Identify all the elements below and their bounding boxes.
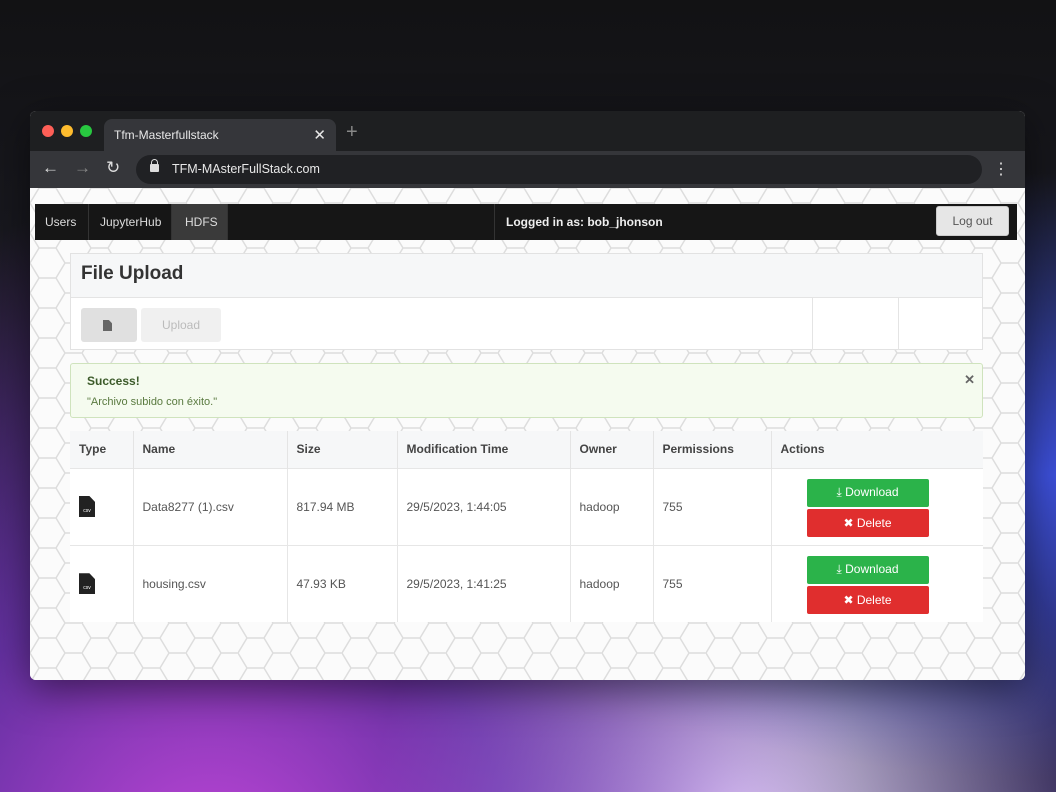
nav-jupyterhub[interactable]: JupyterHub bbox=[89, 204, 172, 240]
nav-users[interactable]: Users bbox=[35, 204, 89, 240]
download-button[interactable]: ⤓ Download bbox=[806, 478, 929, 507]
alert-message: "Archivo subido con éxito." bbox=[87, 396, 218, 408]
col-size: Size bbox=[287, 431, 398, 468]
permissions-cell: 755 bbox=[653, 467, 772, 545]
type-cell: csv bbox=[70, 544, 134, 622]
col-type: Type bbox=[70, 431, 134, 468]
new-tab-icon[interactable]: + bbox=[346, 121, 358, 143]
url-input[interactable]: TFM-MAsterFullStack.com bbox=[136, 155, 982, 184]
col-permissions: Permissions bbox=[653, 431, 772, 468]
mtime-cell: 29/5/2023, 1:44:05 bbox=[397, 467, 571, 545]
delete-icon: ✖ bbox=[843, 515, 857, 530]
size-cell: 47.93 KB bbox=[287, 544, 398, 622]
file-icon bbox=[103, 320, 112, 331]
files-table: Type Name Size Modification Time Owner P… bbox=[70, 431, 983, 622]
actions-cell: ⤓ Download ✖ Delete bbox=[771, 467, 983, 545]
url-text: TFM-MAsterFullStack.com bbox=[172, 162, 320, 176]
col-name: Name bbox=[133, 431, 288, 468]
maximize-window-icon[interactable] bbox=[80, 125, 92, 137]
owner-cell: hadoop bbox=[570, 544, 654, 622]
file-upload-card: File Upload Upload bbox=[70, 253, 983, 350]
navbar: Users JupyterHub HDFS Logged in as: bob_… bbox=[35, 204, 1017, 240]
tab-bar: Tfm-Masterfullstack ✕ + bbox=[30, 111, 1025, 151]
name-cell: Data8277 (1).csv bbox=[133, 467, 288, 545]
delete-button[interactable]: ✖ Delete bbox=[806, 585, 929, 614]
page-title: File Upload bbox=[71, 254, 982, 298]
lock-icon bbox=[150, 159, 159, 172]
table-header: Type Name Size Modification Time Owner P… bbox=[70, 431, 983, 468]
delete-button[interactable]: ✖ Delete bbox=[806, 508, 929, 537]
divider bbox=[812, 298, 813, 350]
delete-label: Delete bbox=[856, 515, 892, 530]
logout-button[interactable]: Log out bbox=[936, 206, 1009, 236]
alert-title: Success! bbox=[87, 374, 140, 388]
close-alert-icon[interactable]: ✕ bbox=[964, 372, 975, 387]
address-bar: ← → ↻ TFM-MAsterFullStack.com ⋮ bbox=[30, 151, 1025, 188]
download-label: Download bbox=[845, 562, 899, 577]
download-button[interactable]: ⤓ Download bbox=[806, 555, 929, 584]
logged-in-label: Logged in as: bob_jhonson bbox=[494, 204, 663, 240]
col-mtime: Modification Time bbox=[397, 431, 571, 468]
mtime-cell: 29/5/2023, 1:41:25 bbox=[397, 544, 571, 622]
owner-cell: hadoop bbox=[570, 467, 654, 545]
back-icon[interactable]: ← bbox=[42, 158, 59, 177]
choose-file-button[interactable] bbox=[81, 308, 137, 342]
name-cell: housing.csv bbox=[133, 544, 288, 622]
csv-file-icon: csv bbox=[79, 573, 95, 595]
upload-button[interactable]: Upload bbox=[141, 308, 221, 342]
download-label: Download bbox=[845, 485, 899, 499]
size-cell: 817.94 MB bbox=[287, 467, 398, 545]
permissions-cell: 755 bbox=[653, 544, 772, 622]
close-window-icon[interactable] bbox=[42, 125, 54, 137]
tab-title: Tfm-Masterfullstack bbox=[114, 128, 219, 142]
menu-icon[interactable]: ⋮ bbox=[993, 161, 1009, 178]
close-tab-icon[interactable]: ✕ bbox=[313, 127, 326, 144]
success-alert: Success! "Archivo subido con éxito." ✕ bbox=[70, 363, 983, 418]
page: Users JupyterHub HDFS Logged in as: bob_… bbox=[30, 188, 1025, 680]
col-actions: Actions bbox=[771, 431, 983, 468]
browser-tab[interactable]: Tfm-Masterfullstack ✕ bbox=[104, 119, 336, 151]
minimize-window-icon[interactable] bbox=[61, 125, 73, 137]
download-icon: ⤓ bbox=[836, 562, 846, 577]
download-icon: ⤓ bbox=[836, 485, 846, 499]
table-row: csv Data8277 (1).csv 817.94 MB 29/5/2023… bbox=[70, 467, 983, 545]
delete-icon: ✖ bbox=[843, 592, 857, 607]
reload-icon[interactable]: ↻ bbox=[106, 158, 121, 177]
browser-window: Tfm-Masterfullstack ✕ + ← → ↻ TFM-MAsterF… bbox=[30, 111, 1025, 680]
col-owner: Owner bbox=[570, 431, 654, 468]
csv-file-icon: csv bbox=[79, 496, 95, 517]
divider bbox=[898, 298, 899, 350]
nav-hdfs[interactable]: HDFS bbox=[172, 204, 228, 240]
table-row: csv housing.csv 47.93 KB 29/5/2023, 1:41… bbox=[70, 544, 983, 622]
actions-cell: ⤓ Download ✖ Delete bbox=[771, 544, 983, 622]
type-cell: csv bbox=[70, 467, 134, 545]
forward-icon[interactable]: → bbox=[74, 158, 91, 177]
delete-label: Delete bbox=[856, 592, 892, 607]
